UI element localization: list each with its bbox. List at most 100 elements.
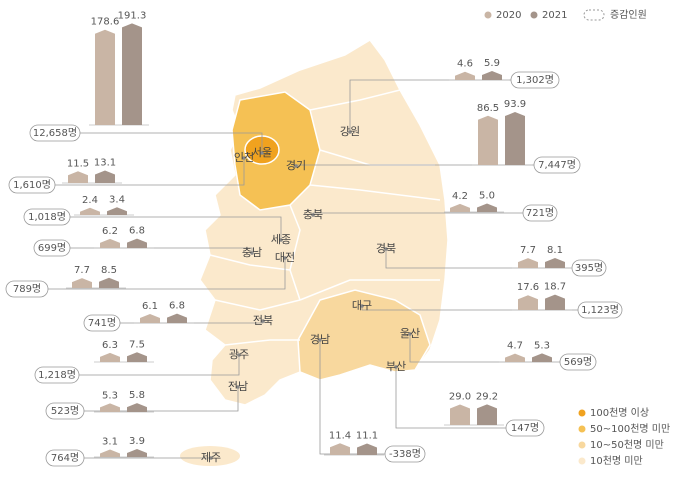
- bar: [455, 71, 475, 80]
- change-label: 147명: [511, 422, 539, 434]
- value-label: 29.0: [449, 392, 471, 403]
- region-dot: [261, 319, 265, 323]
- value-label: 5.3: [102, 390, 118, 401]
- value-label: 6.1: [142, 301, 158, 312]
- jeju-area: [180, 446, 240, 466]
- region-label: 부산: [386, 360, 406, 373]
- connector: [48, 258, 286, 290]
- bar: [72, 278, 92, 288]
- bar: [545, 257, 565, 268]
- bar: [532, 353, 552, 362]
- change-label: 721명: [526, 207, 554, 219]
- bar: [478, 115, 498, 165]
- bar: [330, 443, 350, 455]
- bar: [100, 238, 120, 248]
- bar: [482, 71, 502, 80]
- region-dot: [408, 332, 412, 336]
- value-label: 3.4: [109, 194, 125, 205]
- connector: [55, 158, 245, 186]
- change-label: 1,218명: [38, 369, 76, 381]
- change-label: 1,610명: [13, 179, 51, 191]
- region-dot: [318, 338, 322, 342]
- value-label: 93.9: [504, 99, 526, 110]
- change-label: 1,123명: [581, 304, 619, 316]
- value-label: 8.5: [101, 265, 117, 276]
- region-label: 경기: [286, 159, 306, 172]
- bar: [140, 313, 160, 323]
- change-box: [522, 204, 558, 222]
- value-label: 29.2: [476, 391, 498, 402]
- bar: [107, 207, 127, 215]
- region-label: 제주: [201, 451, 221, 464]
- change-label: 764명: [51, 452, 79, 464]
- tier-label: 10천명 미만: [590, 455, 643, 467]
- bar: [127, 238, 147, 248]
- change-label: 1,018명: [28, 211, 66, 223]
- region-label: 충북: [303, 208, 323, 221]
- region-dot: [294, 164, 298, 168]
- map: [180, 39, 449, 466]
- bar: [545, 294, 565, 310]
- legend-label: 증감인원: [610, 9, 647, 21]
- legend-swatch: [583, 9, 605, 21]
- region-dot: [348, 130, 352, 134]
- legend-label: 2021: [542, 10, 567, 21]
- region-dot: [360, 304, 364, 308]
- region-label: 인천: [234, 150, 254, 164]
- value-label: 4.7: [507, 341, 523, 352]
- region-dot: [237, 353, 241, 357]
- change-box: [533, 156, 581, 174]
- value-label: 8.1: [547, 245, 563, 256]
- bar: [68, 171, 88, 183]
- region-dot: [236, 385, 240, 389]
- bar: [99, 277, 119, 288]
- value-label: 7.5: [129, 339, 145, 350]
- tier-swatch: [578, 441, 586, 449]
- region-label: 경북: [376, 242, 396, 255]
- tier-swatch: [578, 425, 586, 433]
- bar: [100, 403, 120, 412]
- region-dot: [279, 238, 283, 242]
- bar: [505, 112, 525, 165]
- value-label: 3.1: [102, 436, 118, 447]
- bar: [80, 207, 100, 215]
- value-label: 6.3: [102, 340, 118, 351]
- value-label: 178.6: [91, 17, 120, 28]
- value-label: 2.4: [82, 195, 98, 206]
- bar: [167, 313, 187, 323]
- value-label: 11.5: [67, 158, 89, 169]
- value-label: 6.2: [102, 226, 118, 237]
- value-label: 6.8: [129, 226, 145, 237]
- region-label: 경남: [310, 333, 330, 346]
- change-box: [34, 366, 80, 384]
- region-label: 광주: [229, 348, 249, 361]
- bar: [450, 203, 470, 212]
- bar: [477, 203, 497, 212]
- region-dot: [260, 151, 264, 155]
- tier-label: 100천명 이상: [590, 407, 649, 419]
- value-label: 6.8: [169, 301, 185, 312]
- tier-swatch: [578, 457, 586, 465]
- legend-swatch: [530, 11, 538, 19]
- connector: [395, 367, 506, 429]
- connector: [385, 249, 572, 269]
- bar: [100, 449, 120, 457]
- bar: [95, 29, 115, 126]
- legend-label: 2020: [496, 10, 521, 21]
- bar: [505, 353, 525, 362]
- value-label: 5.3: [534, 340, 550, 351]
- change-label: 789명: [13, 283, 41, 295]
- bar: [127, 449, 147, 457]
- value-label: 4.2: [452, 191, 468, 202]
- region-dot: [242, 156, 246, 160]
- region-dot: [384, 247, 388, 251]
- change-box: [23, 208, 71, 226]
- region-label: 충남: [242, 246, 262, 259]
- value-label: 5.0: [479, 191, 495, 202]
- tier-label: 50~100천명 미만: [590, 423, 670, 435]
- change-box: [559, 353, 597, 371]
- connector: [79, 355, 240, 376]
- connector: [70, 216, 282, 240]
